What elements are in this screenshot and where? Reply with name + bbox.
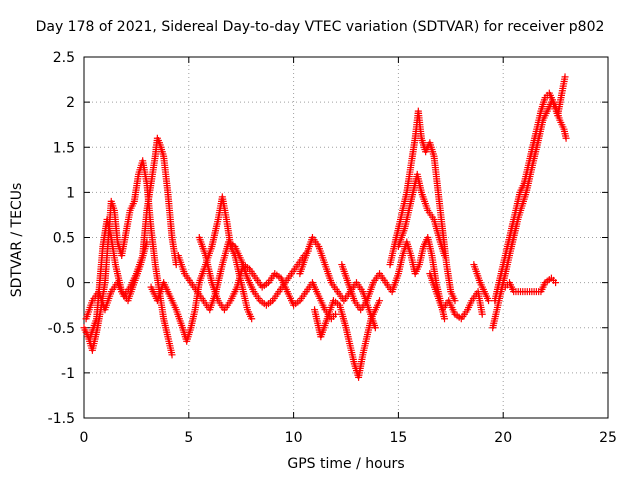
x-tick-label: 15	[389, 430, 407, 446]
data-point	[168, 351, 176, 359]
y-axis-label: SDTVAR / TECUs	[9, 182, 25, 298]
y-tick-label: -1.5	[48, 411, 75, 427]
y-tick-label: 0.5	[53, 231, 75, 247]
data-point	[441, 315, 449, 323]
y-tick-label: -0.5	[48, 321, 75, 337]
y-tick-label: -1	[61, 366, 75, 382]
y-tick-label: 0	[66, 276, 75, 292]
data-point	[485, 297, 493, 305]
chart-title: Day 178 of 2021, Sidereal Day-to-day VTE…	[35, 19, 605, 35]
y-tick-label: 2.5	[53, 50, 75, 66]
x-tick-label: 20	[494, 430, 512, 446]
grid-lines	[84, 57, 608, 418]
data-points	[80, 73, 570, 381]
data-point	[248, 315, 256, 323]
data-point	[451, 297, 459, 305]
data-point	[143, 238, 151, 246]
x-tick-label: 10	[285, 430, 303, 446]
y-tick-label: 1.5	[53, 140, 75, 156]
axis-ticks: 0 5 10 15 20 25 -1.5 -1 -0.5 0 0.5 1 1.5 2 2.5	[48, 50, 617, 446]
plot-frame	[83, 56, 609, 419]
y-tick-label: 2	[66, 95, 75, 111]
x-tick-label: 25	[599, 430, 617, 446]
data-point	[376, 297, 384, 305]
data-point	[441, 252, 449, 260]
x-axis-label: GPS time / hours	[287, 456, 405, 472]
data-point	[552, 279, 560, 287]
data-point	[332, 310, 340, 318]
y-tick-label: 1	[66, 185, 75, 201]
x-tick-label: 5	[184, 430, 193, 446]
data-point	[561, 73, 569, 81]
x-tick-label: 0	[80, 430, 89, 446]
data-point	[371, 324, 379, 332]
data-point	[562, 134, 570, 142]
data-point	[478, 310, 486, 318]
